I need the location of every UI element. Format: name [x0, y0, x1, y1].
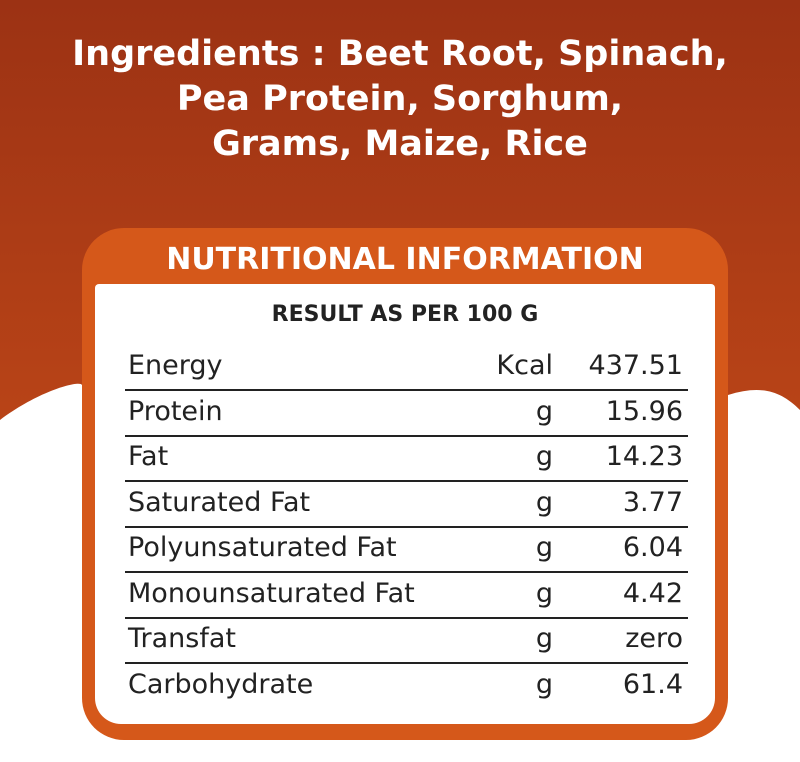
nutrition-subtitle: RESULT AS PER 100 G [271, 302, 539, 327]
nutrient-unit: Kcal [496, 350, 553, 381]
nutrition-title: NUTRITIONAL INFORMATION [166, 242, 644, 277]
nutrient-unit: g [535, 577, 553, 609]
nutrient-unit: g [535, 532, 553, 563]
nutrient-unit: g [535, 441, 553, 472]
nutrition-row: Transfat g zero [125, 617, 688, 664]
nutrient-value: 4.42 [622, 577, 683, 609]
nutrition-card: NUTRITIONAL INFORMATION RESULT AS PER 10… [82, 228, 728, 740]
nutrient-name: Transfat [128, 623, 236, 654]
nutrient-value: 437.51 [588, 350, 683, 381]
nutrient-name: Energy [128, 350, 223, 381]
nutrition-row: Monounsaturated Fat g 4.42 [125, 572, 688, 619]
nutrient-value: zero [625, 623, 683, 654]
nutrient-name: Monounsaturated Fat [128, 577, 415, 609]
nutrition-row: Polyunsaturated Fat g 6.04 [125, 526, 688, 573]
nutrient-name: Protein [128, 395, 223, 427]
nutrient-value: 14.23 [605, 441, 683, 472]
ingredients-line: Ingredients : Beet Root, Spinach, [72, 34, 728, 74]
nutrient-unit: g [535, 623, 553, 654]
nutrient-name: Carbohydrate [128, 668, 314, 700]
nutrient-unit: g [535, 486, 553, 518]
ingredients-line: Pea Protein, Sorghum, [176, 79, 624, 119]
nutrient-name: Fat [128, 441, 169, 472]
ingredients-line: Grams, Maize, Rice [212, 124, 588, 164]
nutrient-unit: g [535, 395, 553, 427]
nutrition-row: Energy Kcal 437.51 [125, 344, 688, 391]
nutrient-value: 15.96 [605, 395, 683, 427]
nutrient-name: Polyunsaturated Fat [128, 532, 397, 563]
nutrition-row: Carbohydrate g 61.4 [125, 663, 688, 708]
nutrient-value: 3.77 [622, 486, 683, 518]
nutrient-value: 6.04 [622, 532, 683, 563]
nutrient-name: Saturated Fat [128, 486, 311, 518]
nutrition-table: RESULT AS PER 100 G Energy Kcal 437.51 Prot… [95, 284, 715, 724]
nutrition-row: Protein g 15.96 [125, 390, 688, 437]
nutrient-unit: g [535, 668, 553, 700]
nutrition-row: Fat g 14.23 [125, 435, 688, 482]
nutrition-row: Saturated Fat g 3.77 [125, 481, 688, 528]
nutrient-value: 61.4 [622, 668, 683, 700]
